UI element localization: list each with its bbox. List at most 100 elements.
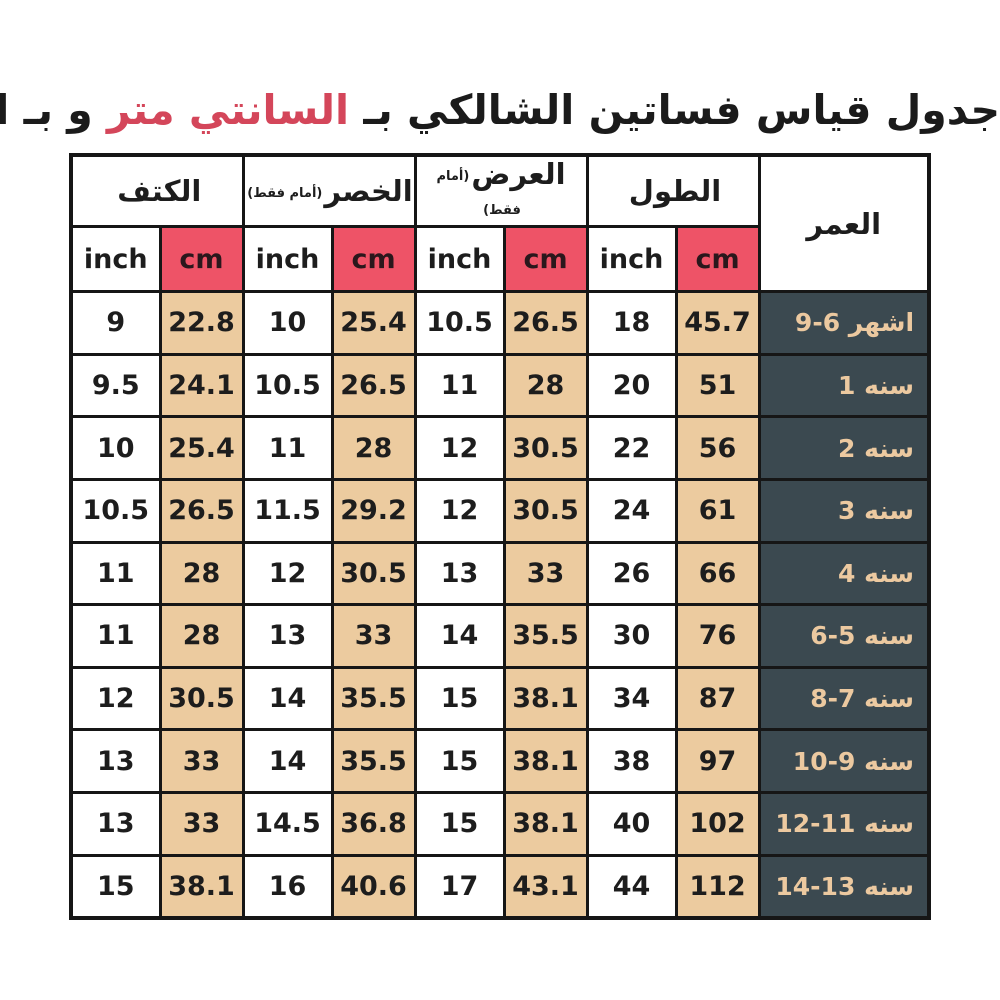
width-inch-cell: 10.5 (413, 290, 506, 356)
group-header-row: العمر الطول العرض(أمام فقط) الخصر(أمام ف… (69, 153, 931, 294)
shoulder-cm-cell: 24.1 (158, 352, 245, 419)
waist-cm-cell: 29.2 (330, 477, 417, 544)
shoulder-inch-cell: 9 (69, 290, 162, 356)
shoulder-inch-cell: 10.5 (69, 477, 162, 544)
unit-header-row: cm inch cm inch cm inch cm inch (69, 225, 929, 294)
length-label: الطول (628, 174, 722, 209)
waist-inch-cell: 11 (241, 415, 334, 481)
shoulder-label: الكتف (117, 174, 202, 209)
waist-note: (أمام فقط) (247, 185, 323, 201)
size-table: العمر الطول العرض(أمام فقط) الخصر(أمام ف… (68, 153, 932, 921)
shoulder-cm-header: cm (158, 225, 245, 294)
table-row: سنه 4 66 26 33 13 30.5 12 28 11 (69, 540, 931, 607)
title-text-end: و بـ الأنش (0, 86, 93, 134)
shoulder-inch-cell: 15 (69, 853, 162, 920)
width-inch-cell: 12 (413, 415, 506, 481)
length-inch-cell: 44 (585, 853, 678, 920)
group-header-shoulder: الكتف (69, 153, 245, 229)
table-row: 8-7 سنه 87 34 38.1 15 35.5 14 30.5 12 (69, 665, 931, 732)
waist-inch-cell: 12 (241, 540, 334, 607)
width-note: (أمام فقط) (436, 168, 521, 218)
width-inch-cell: 15 (413, 728, 506, 794)
length-inch-header: inch (585, 225, 678, 294)
width-cm-header: cm (502, 225, 589, 294)
table-row: 14-13 سنه 112 44 43.1 17 40.6 16 38.1 15 (69, 853, 931, 920)
group-header-waist: الخصر(أمام فقط) (241, 153, 417, 229)
length-inch-cell: 38 (585, 728, 678, 794)
table-body: 9-6 اشهر 45.7 18 26.5 10.5 25.4 10 22.8 … (69, 290, 931, 920)
shoulder-inch-cell: 13 (69, 790, 162, 857)
waist-cm-cell: 26.5 (330, 352, 417, 419)
shoulder-cm-cell: 26.5 (158, 477, 245, 544)
length-cm-cell: 66 (674, 540, 761, 607)
shoulder-inch-cell: 10 (69, 415, 162, 481)
title-highlight: السانتي متر (107, 86, 350, 134)
waist-cm-cell: 36.8 (330, 790, 417, 857)
shoulder-cm-cell: 22.8 (158, 290, 245, 356)
waist-inch-header: inch (241, 225, 334, 294)
shoulder-cm-cell: 33 (158, 790, 245, 857)
table-row: 9-6 اشهر 45.7 18 26.5 10.5 25.4 10 22.8 … (69, 290, 931, 356)
shoulder-inch-cell: 9.5 (69, 352, 162, 419)
age-cell: سنه 1 (757, 352, 931, 419)
width-cm-cell: 33 (502, 540, 589, 607)
width-cm-cell: 26.5 (502, 290, 589, 356)
group-header-width: العرض(أمام فقط) (413, 153, 589, 229)
table-row: 12-11 سنه 102 40 38.1 15 36.8 14.5 33 13 (69, 790, 931, 857)
width-inch-cell: 12 (413, 477, 506, 544)
width-cm-cell: 38.1 (502, 665, 589, 732)
age-cell: 6-5 سنه (757, 603, 931, 669)
width-label: العرض (471, 157, 566, 192)
waist-cm-cell: 25.4 (330, 290, 417, 356)
width-cm-cell: 30.5 (502, 415, 589, 481)
waist-inch-cell: 10.5 (241, 352, 334, 419)
length-inch-cell: 34 (585, 665, 678, 732)
waist-label: الخصر (324, 174, 413, 209)
waist-inch-cell: 13 (241, 603, 334, 669)
width-inch-cell: 14 (413, 603, 506, 669)
waist-inch-cell: 16 (241, 853, 334, 920)
waist-cm-cell: 33 (330, 603, 417, 669)
age-cell: 10-9 سنه (757, 728, 931, 794)
waist-cm-cell: 35.5 (330, 728, 417, 794)
table-row: 10-9 سنه 97 38 38.1 15 35.5 14 33 13 (69, 728, 931, 794)
length-inch-cell: 22 (585, 415, 678, 481)
waist-cm-cell: 28 (330, 415, 417, 481)
table-row: 6-5 سنه 76 30 35.5 14 33 13 28 11 (69, 603, 931, 669)
waist-cm-cell: 35.5 (330, 665, 417, 732)
width-inch-cell: 15 (413, 790, 506, 857)
shoulder-cm-cell: 30.5 (158, 665, 245, 732)
age-cell: 12-11 سنه (757, 790, 931, 857)
length-inch-cell: 40 (585, 790, 678, 857)
shoulder-cm-cell: 28 (158, 540, 245, 607)
length-cm-cell: 51 (674, 352, 761, 419)
shoulder-inch-cell: 11 (69, 540, 162, 607)
width-inch-header: inch (413, 225, 506, 294)
shoulder-cm-cell: 25.4 (158, 415, 245, 481)
table-row: سنه 1 51 20 28 11 26.5 10.5 24.1 9.5 (69, 352, 931, 419)
age-cell: سنه 2 (757, 415, 931, 481)
waist-inch-cell: 10 (241, 290, 334, 356)
length-inch-cell: 20 (585, 352, 678, 419)
shoulder-inch-cell: 13 (69, 728, 162, 794)
length-cm-header: cm (674, 225, 761, 294)
waist-cm-cell: 30.5 (330, 540, 417, 607)
age-column-header: العمر (757, 153, 931, 294)
width-cm-cell: 30.5 (502, 477, 589, 544)
page-title: جدول قياس فساتين الشالكي بـ السانتي متر … (0, 86, 1000, 135)
length-cm-cell: 112 (674, 853, 761, 920)
waist-cm-header: cm (330, 225, 417, 294)
shoulder-inch-cell: 12 (69, 665, 162, 732)
waist-inch-cell: 14 (241, 665, 334, 732)
size-chart-page: جدول قياس فساتين الشالكي بـ السانتي متر … (0, 86, 1000, 1000)
width-cm-cell: 43.1 (502, 853, 589, 920)
length-inch-cell: 26 (585, 540, 678, 607)
waist-inch-cell: 14.5 (241, 790, 334, 857)
width-inch-cell: 11 (413, 352, 506, 419)
width-inch-cell: 17 (413, 853, 506, 920)
width-cm-cell: 28 (502, 352, 589, 419)
age-cell: 14-13 سنه (757, 853, 931, 920)
table-row: سنه 3 61 24 30.5 12 29.2 11.5 26.5 10.5 (69, 477, 931, 544)
length-cm-cell: 45.7 (674, 290, 761, 356)
age-cell: 8-7 سنه (757, 665, 931, 732)
